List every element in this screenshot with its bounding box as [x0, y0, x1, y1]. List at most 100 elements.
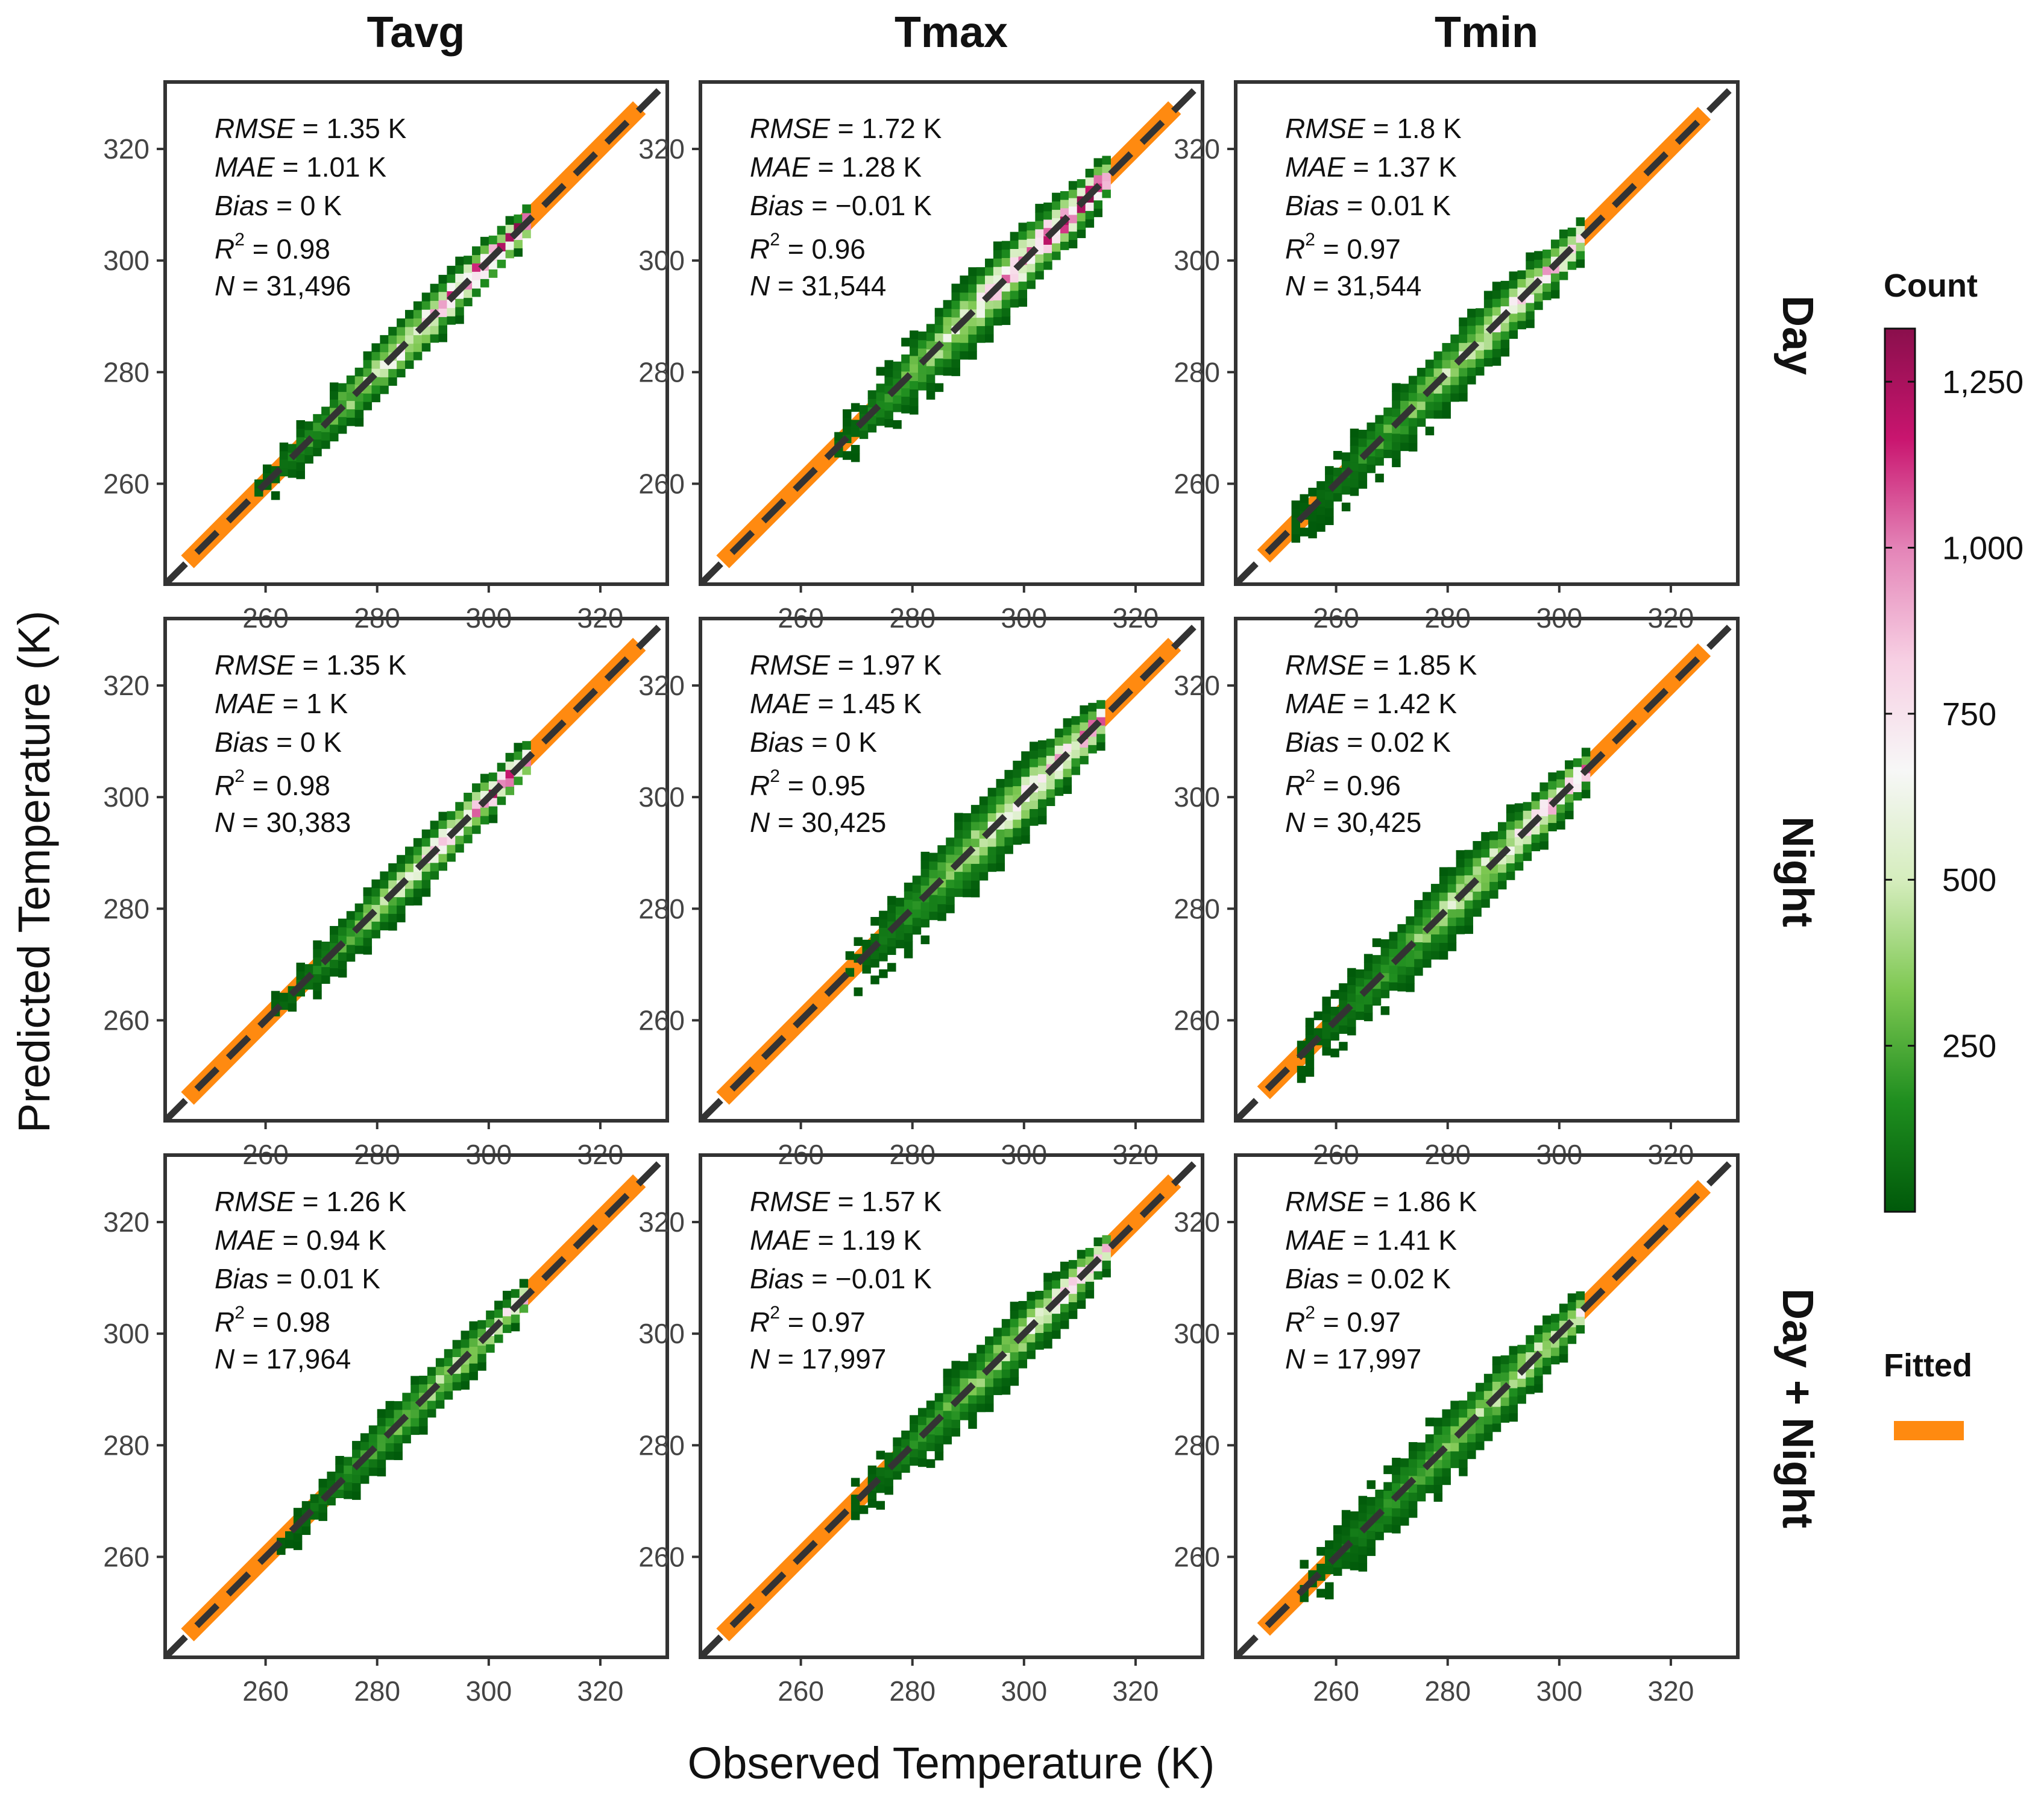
heatmap-bin — [912, 884, 922, 893]
heatmap-bin — [519, 1279, 529, 1288]
heatmap-bin — [1500, 280, 1510, 290]
heatmap-bin — [1060, 1312, 1069, 1321]
heatmap-bin — [1506, 863, 1515, 872]
heatmap-bin — [1534, 1375, 1543, 1385]
heatmap-bin — [1417, 1451, 1426, 1460]
heatmap-bin — [371, 351, 380, 361]
heatmap-bin — [1068, 206, 1078, 215]
heatmap-bin — [1565, 793, 1574, 803]
heatmap-bin — [1548, 789, 1557, 798]
heatmap-bin — [934, 383, 944, 392]
heatmap-bin — [421, 837, 431, 847]
heatmap-bin — [1333, 493, 1342, 502]
heatmap-bin — [1392, 1466, 1401, 1475]
heatmap-bin — [330, 382, 339, 391]
heatmap-bin — [979, 846, 989, 855]
heatmap-bin — [951, 1428, 960, 1437]
heatmap-bin — [1408, 434, 1418, 444]
heatmap-bin — [1556, 812, 1565, 822]
heatmap-bin — [968, 1411, 977, 1421]
heatmap-bin — [1456, 858, 1465, 868]
heatmap-bin — [1559, 263, 1568, 272]
heatmap-bin — [1425, 1484, 1435, 1493]
heatmap-bin — [330, 399, 339, 408]
heatmap-bin — [976, 317, 986, 326]
x-tick-label: 300 — [1001, 1675, 1047, 1707]
heatmap-bin — [363, 393, 373, 402]
heatmap-bin — [344, 1482, 353, 1491]
x-tick-label: 260 — [778, 1675, 824, 1707]
heatmap-bin — [1010, 1369, 1019, 1378]
heatmap-bin — [1093, 1271, 1102, 1280]
heatmap-bin — [1408, 1458, 1418, 1468]
heatmap-bin — [1417, 401, 1426, 411]
heatmap-bin — [904, 924, 913, 933]
heatmap-bin — [1010, 1310, 1019, 1319]
heatmap-bin — [1018, 298, 1028, 307]
heatmap-bin — [1559, 271, 1568, 280]
heatmap-bin — [514, 214, 523, 224]
heatmap-bin — [1534, 1367, 1543, 1376]
heatmap-bin — [1358, 1496, 1368, 1505]
column-title-tavg: Tavg — [367, 8, 465, 57]
heatmap-bin — [1430, 951, 1440, 960]
identity-line — [165, 1155, 667, 1657]
stat-n: N = 30,425 — [1285, 807, 1421, 838]
heatmap-bin — [1442, 1409, 1451, 1419]
heatmap-bin — [288, 994, 297, 1004]
heatmap-bin — [910, 397, 919, 406]
heatmap-bin — [472, 800, 481, 809]
heatmap-bin — [1400, 1508, 1409, 1517]
heatmap-bin — [1341, 1526, 1351, 1536]
heatmap-bin — [996, 862, 1005, 872]
heatmap-bin — [1347, 1026, 1356, 1036]
heatmap-bin — [1350, 1561, 1359, 1570]
heatmap-bin — [1483, 1424, 1493, 1433]
heatmap-bin — [404, 351, 414, 361]
heatmap-bin — [1043, 244, 1052, 253]
heatmap-bin — [377, 1426, 386, 1435]
stat-n: N = 17,964 — [215, 1343, 351, 1375]
heatmap-bin — [920, 935, 930, 945]
heatmap-bin — [514, 743, 523, 752]
y-tick-label: 300 — [103, 245, 149, 276]
heatmap-bin — [1581, 756, 1591, 765]
heatmap-bin — [1423, 934, 1432, 943]
heatmap-bin — [377, 1434, 386, 1443]
heatmap-bin — [1035, 237, 1044, 247]
heatmap-bin — [926, 374, 936, 383]
heatmap-bin — [1576, 1325, 1585, 1334]
heatmap-bin — [1366, 1530, 1376, 1540]
heatmap-bin — [1300, 528, 1309, 537]
heatmap-bin — [413, 880, 423, 889]
heatmap-bin — [304, 964, 313, 973]
heatmap-bin — [1414, 908, 1423, 918]
heatmap-bin — [313, 965, 322, 974]
heatmap-bin — [1534, 268, 1543, 277]
heatmap-bin — [1542, 283, 1552, 292]
heatmap-bin — [330, 959, 339, 968]
heatmap-bin — [912, 875, 922, 884]
heatmap-bin — [1363, 962, 1373, 971]
heatmap-bin — [1063, 785, 1072, 794]
heatmap-bin — [960, 1378, 969, 1387]
heatmap-bin — [976, 1394, 986, 1404]
heatmap-bin — [430, 821, 439, 830]
heatmap-bin — [505, 249, 515, 259]
heatmap-bin — [1322, 1004, 1331, 1014]
heatmap-bin — [917, 1458, 927, 1467]
heatmap-bin — [934, 324, 944, 333]
heatmap-bin — [937, 845, 946, 854]
heatmap-bin — [876, 1451, 885, 1460]
heatmap-bin — [1517, 1378, 1526, 1387]
heatmap-bin — [1517, 320, 1526, 330]
panel-frame — [163, 617, 669, 1123]
heatmap-bin — [1096, 733, 1105, 743]
heatmap-bin — [1102, 1235, 1111, 1244]
heatmap-bin — [1366, 1497, 1376, 1506]
heatmap-bin — [1576, 242, 1585, 251]
heatmap-bin — [1473, 908, 1482, 917]
heatmap-bin — [310, 1502, 319, 1511]
heatmap-bin — [279, 467, 289, 477]
